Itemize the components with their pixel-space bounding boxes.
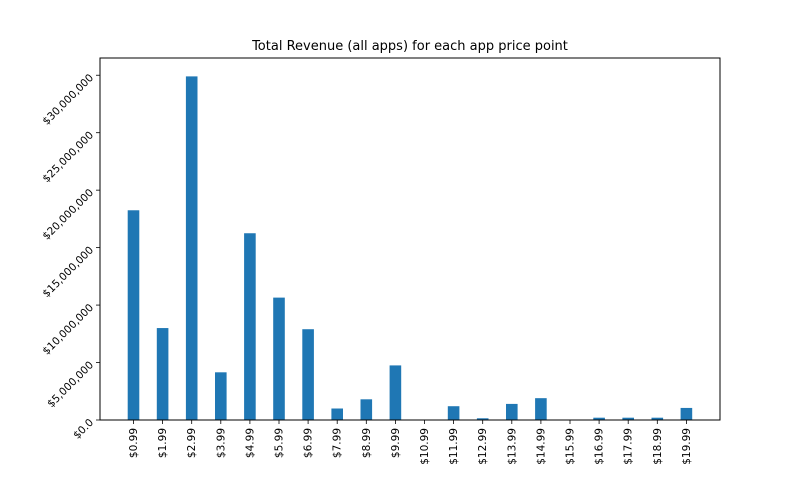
chart-title: Total Revenue (all apps) for each app pr… (251, 39, 568, 54)
x-tick-label: $14.99 (535, 428, 547, 465)
x-tick-label: $11.99 (448, 428, 460, 465)
y-tick-label: $10,000,000 (40, 302, 96, 358)
bar (127, 210, 140, 420)
y-tick-label: $20,000,000 (40, 187, 96, 243)
x-tick-label: $5.99 (274, 428, 286, 458)
x-tick-label: $15.99 (565, 428, 577, 465)
y-tick-label: $25,000,000 (40, 129, 96, 185)
x-tick-label: $9.99 (390, 428, 402, 458)
x-tick-label: $19.99 (681, 428, 693, 465)
x-tick-label: $0.99 (128, 428, 140, 458)
y-tick-label: $5,000,000 (45, 359, 96, 410)
bar (476, 418, 489, 420)
y-tick-label: $15,000,000 (40, 244, 96, 300)
x-tick-label: $17.99 (623, 428, 635, 465)
x-tick-label: $2.99 (186, 428, 198, 458)
bar (593, 417, 605, 420)
bar (244, 233, 256, 420)
bar (215, 372, 227, 420)
bar (185, 76, 198, 420)
bar (680, 407, 693, 420)
bars-group (127, 76, 693, 420)
x-tick-label: $3.99 (215, 428, 227, 458)
x-tick-label: $1.99 (157, 428, 169, 458)
x-tick-label: $8.99 (361, 428, 373, 458)
bar (331, 408, 343, 420)
bar (622, 417, 634, 420)
x-tick-label: $4.99 (244, 428, 256, 458)
x-tick-label: $6.99 (303, 428, 315, 458)
bar (389, 365, 402, 420)
bar (535, 398, 547, 420)
x-tick-label: $7.99 (332, 428, 344, 458)
bar (302, 329, 314, 420)
bar (360, 399, 373, 420)
x-tick-label: $13.99 (506, 428, 518, 465)
y-tick-label: $30,000,000 (40, 72, 96, 128)
y-tick-label: $0.0 (71, 417, 96, 442)
x-tick-label: $16.99 (594, 428, 606, 465)
bar (156, 328, 169, 420)
bar (651, 417, 664, 420)
y-axis-ticks: $0.0 $5,000,000$10,000,000$15,000,000$20,… (40, 72, 100, 442)
x-axis-ticks: $0.99 $1.99 $2.99 $3.99 $4.99 $5.99 $6.99 $7.99… (128, 420, 693, 465)
bar (447, 406, 460, 420)
bar (273, 297, 285, 420)
x-tick-label: $18.99 (652, 428, 664, 465)
x-tick-label: $10.99 (419, 428, 431, 465)
bar (506, 403, 518, 420)
x-tick-label: $12.99 (477, 428, 489, 465)
plot-frame (99, 57, 721, 421)
